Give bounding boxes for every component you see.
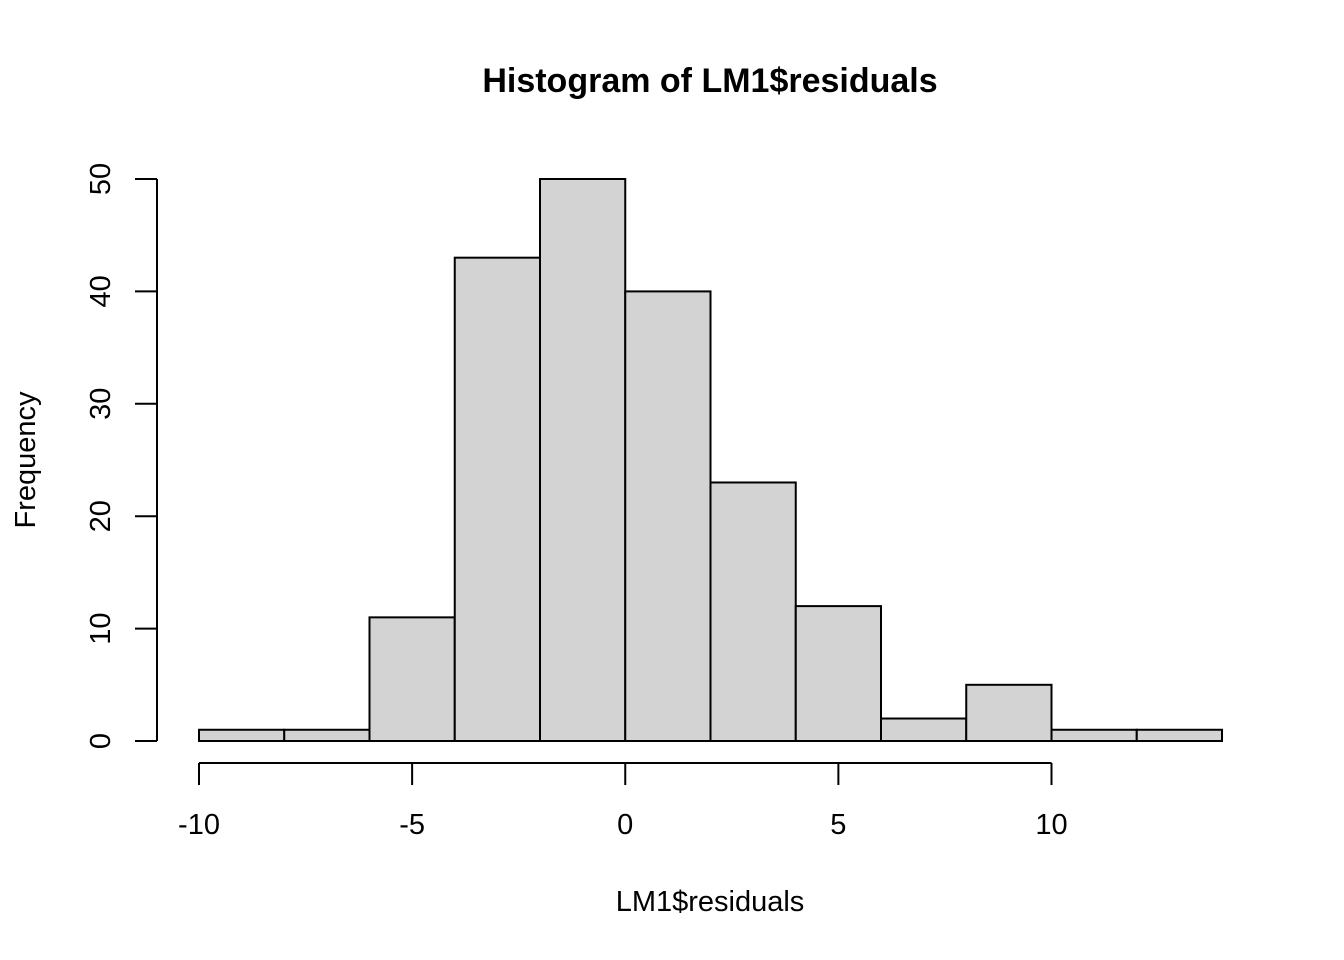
y-axis-label: Frequency — [10, 391, 42, 529]
y-tick-label-4: 40 — [85, 275, 117, 307]
y-tick-label-2: 20 — [85, 500, 117, 532]
histogram-bar-3 — [453, 256, 541, 742]
x-tick-label-0: -10 — [178, 809, 220, 841]
histogram-bar-11 — [1135, 728, 1223, 743]
histogram-bar-9 — [965, 683, 1053, 742]
chart-title: Histogram of LM1$residuals — [482, 62, 937, 100]
histogram-bar-7 — [794, 605, 882, 742]
histogram-bar-10 — [1050, 728, 1138, 743]
x-tick-label-4: 10 — [1035, 809, 1067, 841]
histogram-bar-1 — [283, 728, 371, 743]
x-axis-label: LM1$residuals — [616, 886, 805, 918]
y-tick-label-3: 30 — [85, 388, 117, 420]
y-tick-label-5: 50 — [85, 163, 117, 195]
x-tick-label-2: 0 — [617, 809, 633, 841]
y-tick-label-0: 0 — [85, 733, 117, 749]
histogram-bar-6 — [709, 481, 797, 742]
y-axis: 0 10 20 30 40 50 — [85, 163, 158, 749]
histogram-bar-0 — [198, 728, 286, 743]
histogram-bar-2 — [368, 616, 456, 742]
x-tick-label-3: 5 — [830, 809, 846, 841]
histogram-bar-5 — [624, 290, 712, 742]
histogram-bar-8 — [880, 717, 968, 743]
histogram-bar-4 — [539, 178, 627, 742]
x-axis: -10 -5 0 5 10 — [178, 762, 1068, 841]
y-tick-label-1: 10 — [85, 612, 117, 644]
bars-group — [198, 178, 1223, 743]
x-tick-label-1: -5 — [399, 809, 425, 841]
